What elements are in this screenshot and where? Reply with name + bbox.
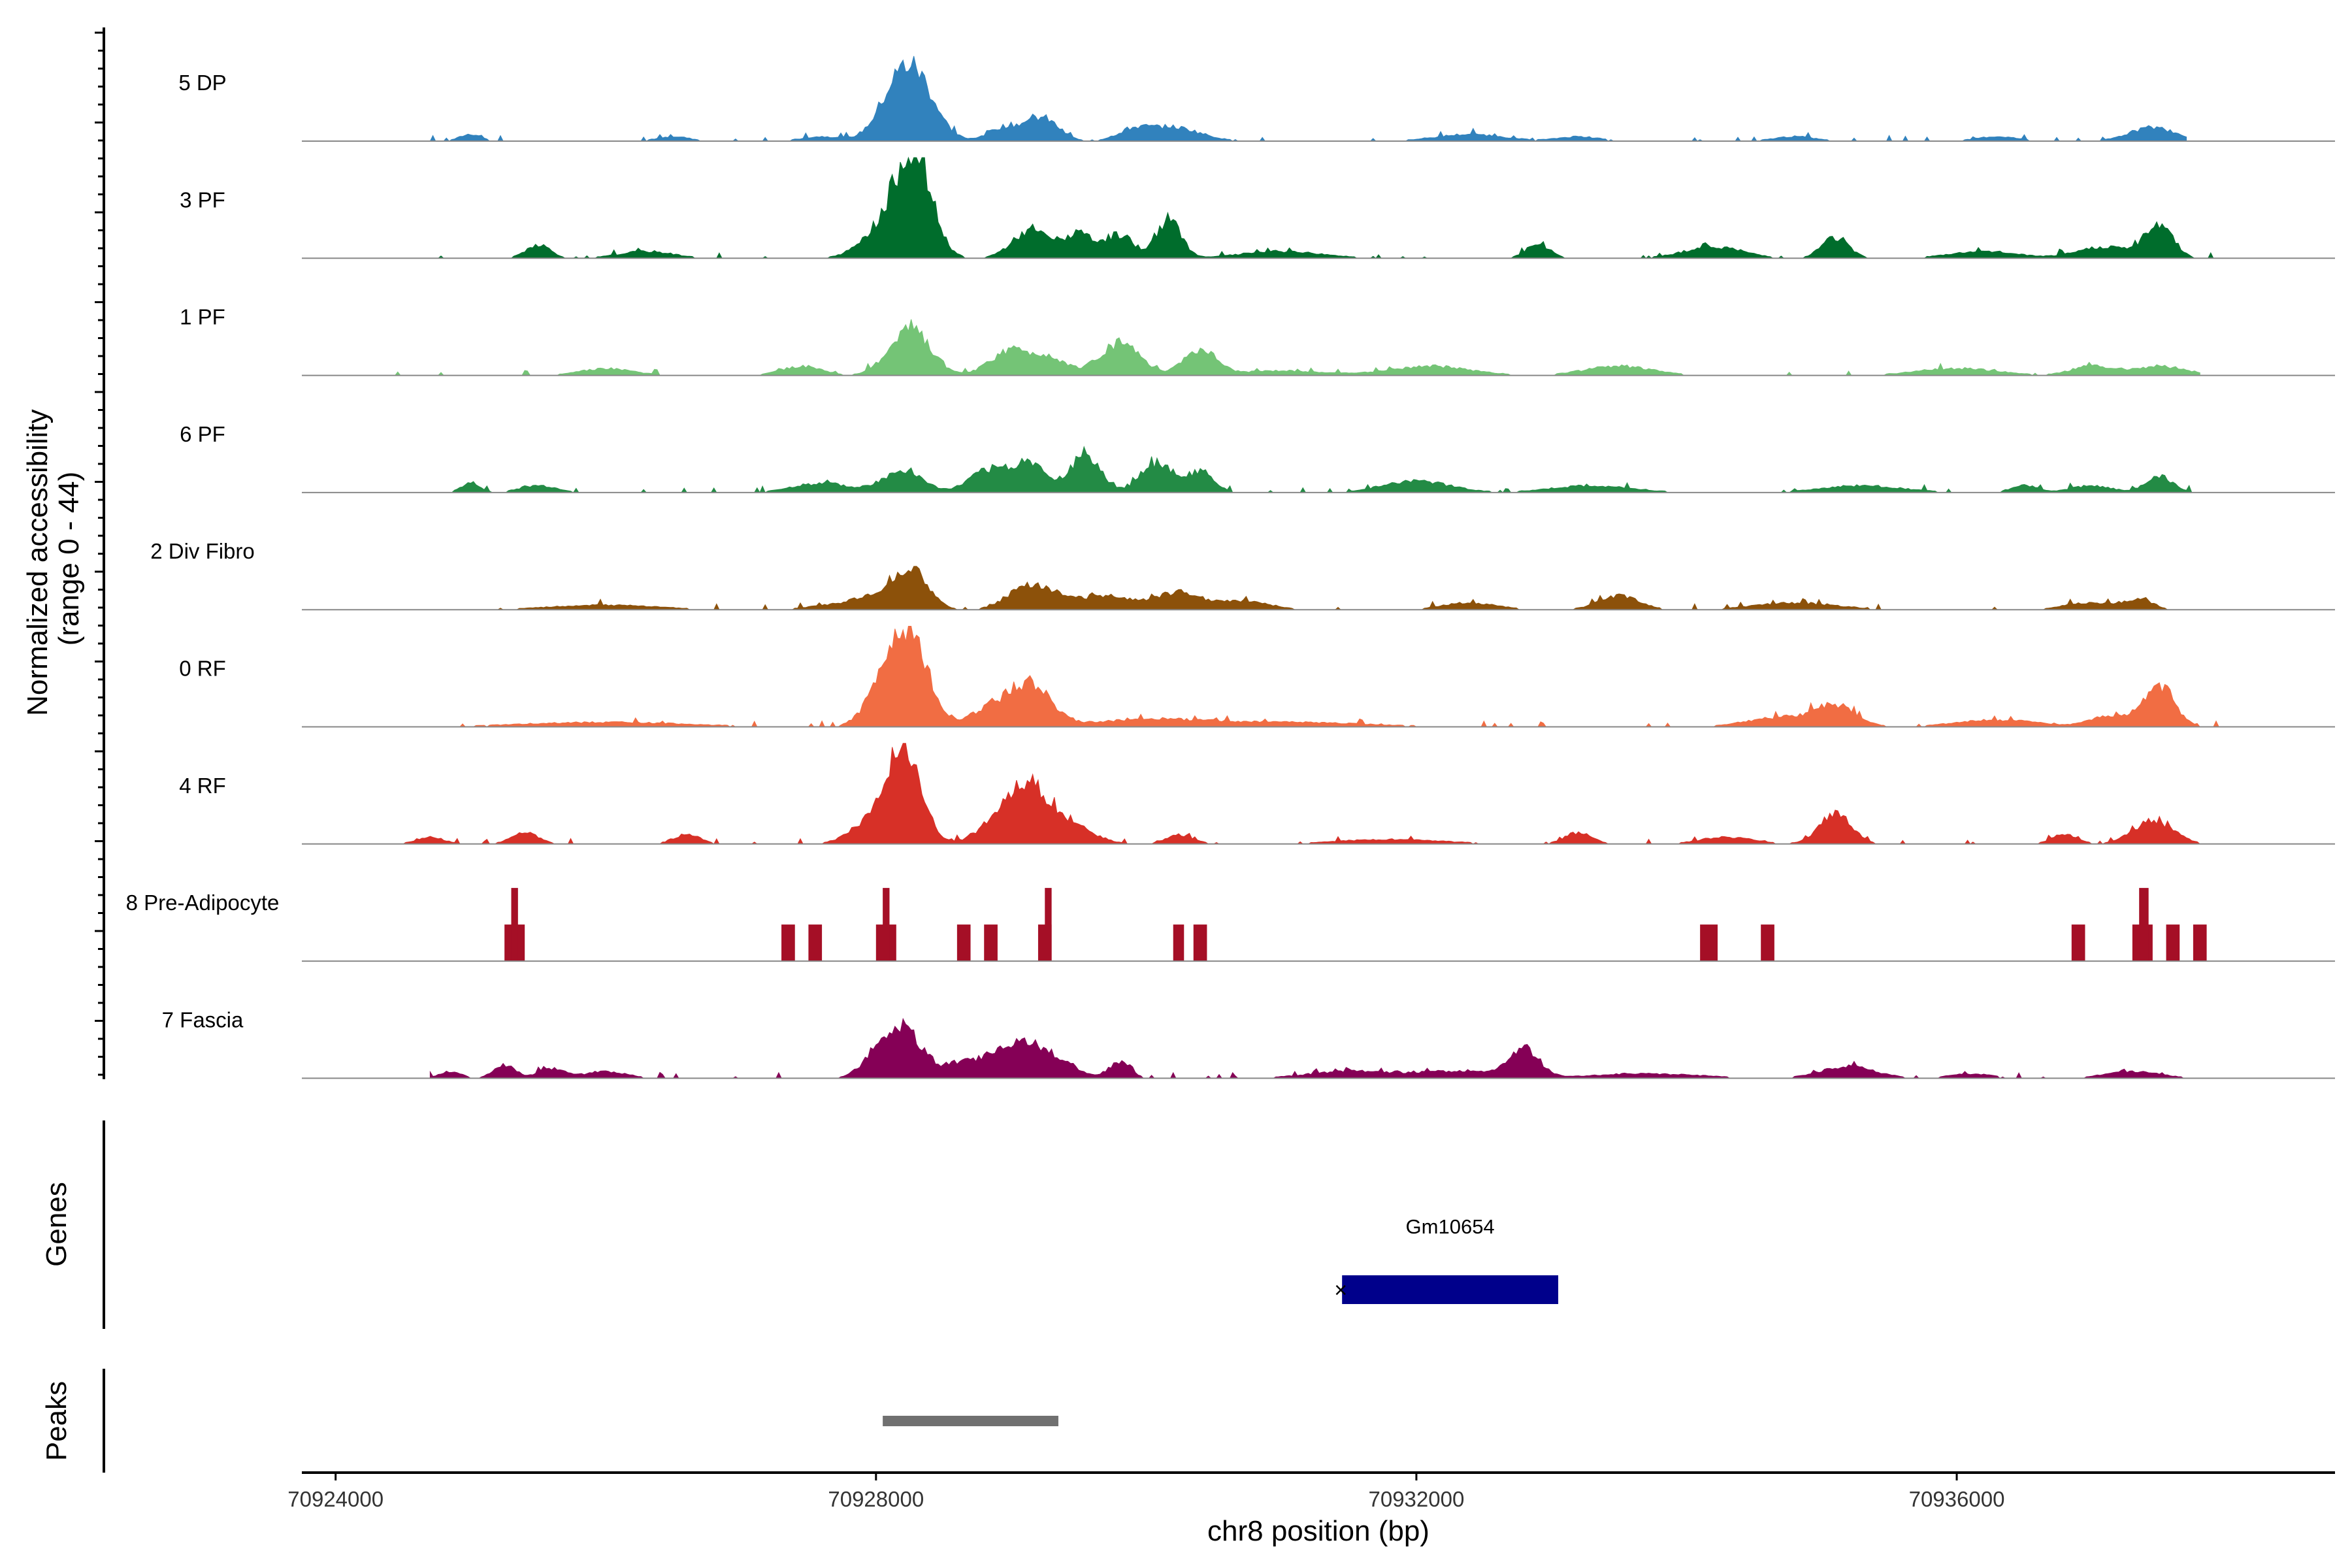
y-axis-title: Normalized accessibility (range 0 - 44) [22, 401, 85, 716]
coverage-area [402, 743, 2254, 845]
coverage-area [429, 1017, 2187, 1079]
track-label: 2 Div Fibro [150, 539, 255, 563]
coverage-bar [1193, 924, 1207, 962]
coverage-panel: 5 DP 3 PF 1 PF 6 PF 2 Div Fibro 0 RF 4 RF 8 Pre… [95, 27, 2335, 1079]
coverage-area [403, 56, 2187, 142]
peak-region [883, 1416, 1058, 1426]
track-3-pf: 3 PF [180, 156, 2335, 259]
x-tick-label: 70932000 [1368, 1487, 1464, 1511]
coverage-bar [1761, 924, 1774, 962]
x-tick-label: 70928000 [828, 1487, 924, 1511]
track-label: 1 PF [180, 305, 225, 329]
coverage-bar [781, 924, 795, 962]
coverage-bar [956, 924, 971, 962]
coverage-bar [2193, 924, 2207, 962]
coverage-area [496, 566, 2173, 610]
y-axis-title-line1: Normalized accessibility [22, 409, 54, 715]
coverage-bar [984, 924, 998, 962]
coverage-bar [1045, 888, 1052, 962]
track-label: 5 DP [178, 71, 226, 95]
track-5-dp: 5 DP [178, 56, 2335, 142]
track-label: 4 RF [179, 774, 226, 798]
track-0-rf: 0 RF [179, 626, 2335, 728]
coverage-bar [808, 924, 823, 962]
track-label: 0 RF [179, 657, 226, 681]
coverage-bar [2139, 888, 2149, 962]
gene-name: Gm10654 [1406, 1215, 1495, 1238]
coverage-bar [2166, 924, 2180, 962]
track-1-pf: 1 PF [180, 305, 2335, 376]
coverage-bar [1173, 924, 1184, 962]
coverage-bar [883, 888, 890, 962]
track-label: 3 PF [180, 188, 225, 212]
genes-label: Genes [41, 1182, 73, 1267]
coverage-bar [1700, 924, 1718, 962]
gene-strand-arrow: × [1334, 1278, 1347, 1303]
x-tick-label: 70936000 [1909, 1487, 2005, 1511]
track-4-rf: 4 RF [179, 743, 2335, 845]
track-7-fascia: 7 Fascia [162, 1007, 2335, 1079]
track-6-pf: 6 PF [180, 422, 2335, 494]
gene-body [1342, 1275, 1559, 1304]
coverage-area [389, 319, 2200, 376]
y-axis-title-line2: (range 0 - 44) [53, 472, 85, 646]
coverage-bar [2071, 924, 2085, 962]
coverage-bar [511, 888, 518, 962]
peaks-panel: Peaks [41, 1369, 1058, 1473]
coverage-area [389, 626, 2254, 728]
x-axis: 70924000 70928000 70932000 70936000 [287, 1471, 2335, 1511]
track-label: 6 PF [180, 422, 225, 446]
x-tick-label: 70924000 [287, 1487, 384, 1511]
track-2-div-fibro: 2 Div Fibro [150, 539, 2335, 611]
track-8-pre-adipocyte: 8 Pre-Adipocyte [126, 888, 2335, 962]
track-label: 8 Pre-Adipocyte [126, 890, 280, 915]
x-axis-title: chr8 position (bp) [1207, 1515, 1429, 1547]
genes-panel: Genes Gm10654 × [41, 1120, 1559, 1329]
track-label: 7 Fascia [162, 1007, 244, 1032]
coverage-area [444, 446, 2200, 494]
peaks-label: Peaks [41, 1381, 73, 1461]
coverage-area [403, 156, 2254, 259]
